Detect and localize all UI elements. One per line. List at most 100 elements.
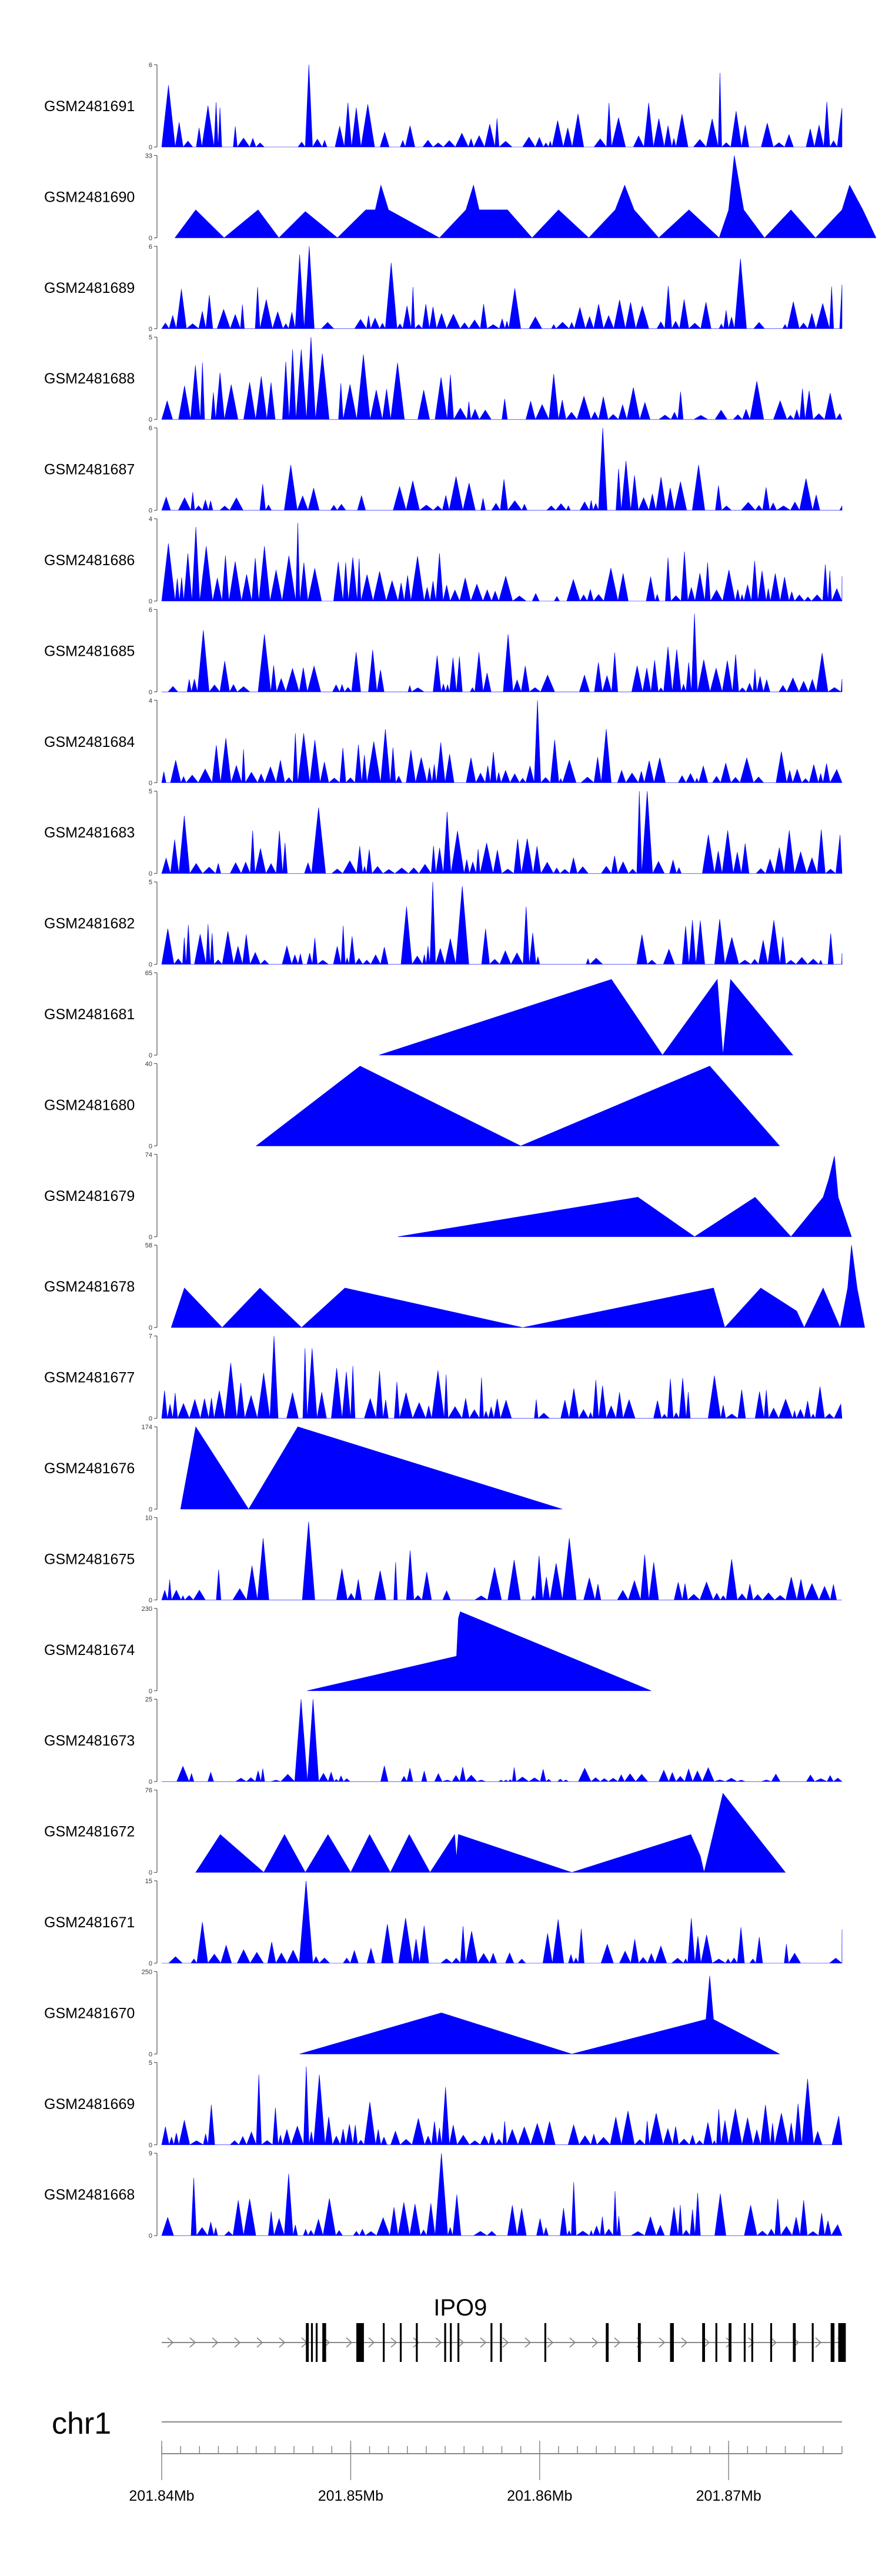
coverage-area	[180, 1426, 563, 1510]
strand-arrow	[547, 2337, 554, 2348]
axis-tick-label: 201.85Mb	[318, 2488, 383, 2504]
y-axis-max-label: 25	[145, 1696, 152, 1703]
gene-label: IPO9	[433, 2295, 487, 2321]
exon-block	[399, 2323, 402, 2362]
coverage-area	[161, 337, 843, 421]
y-axis-min-label: 0	[149, 2233, 152, 2240]
track-GSM2481682: GSM2481682 5 0	[44, 879, 843, 969]
track-GSM2481668: GSM2481668 9 0	[44, 2150, 843, 2240]
track-label: GSM2481669	[44, 2096, 135, 2113]
y-axis-max-label: 10	[145, 1514, 152, 1521]
y-axis-min-label: 0	[149, 598, 152, 605]
track-GSM2481680: GSM2481680 40 0	[44, 1060, 780, 1150]
y-axis-max-label: 33	[145, 152, 152, 159]
strand-arrow	[770, 2337, 777, 2348]
strand-arrow	[279, 2337, 286, 2348]
y-axis-max-label: 4	[149, 698, 152, 705]
coverage-area	[195, 1793, 786, 1873]
coverage-area	[171, 1245, 865, 1329]
coverage-area	[161, 2153, 843, 2237]
y-axis-min-label: 0	[149, 2051, 152, 2058]
y-axis-max-label: 6	[149, 243, 152, 251]
y-axis-max-label: 6	[149, 62, 152, 69]
track-label: GSM2481672	[44, 1824, 135, 1840]
track-GSM2481683: GSM2481683 5 0	[44, 788, 843, 877]
coverage-area	[161, 522, 843, 602]
strand-arrow	[256, 2337, 263, 2348]
exon-block	[637, 2323, 641, 2362]
track-GSM2481681: GSM2481681 65 0	[44, 970, 794, 1059]
y-axis-min-label: 0	[149, 1234, 152, 1241]
strand-arrow	[480, 2337, 487, 2348]
y-axis-max-label: 5	[149, 879, 152, 886]
track-GSM2481670: GSM2481670 250 0	[44, 1968, 780, 2058]
track-label: GSM2481673	[44, 1733, 135, 1749]
coverage-area	[299, 1976, 780, 2054]
track-GSM2481688: GSM2481688 5 0	[44, 334, 843, 423]
strand-arrow	[435, 2337, 442, 2348]
coverage-area	[162, 1880, 843, 1964]
coverage-area	[161, 1521, 842, 1601]
y-axis-max-label: 9	[149, 2150, 152, 2157]
exon-block	[450, 2323, 452, 2362]
y-axis-max-label: 6	[149, 425, 152, 432]
track-label: GSM2481674	[44, 1642, 135, 1659]
exon-block	[729, 2323, 731, 2362]
strand-arrow	[569, 2337, 576, 2348]
exon-block	[702, 2323, 705, 2362]
strand-arrow	[189, 2337, 196, 2348]
track-label: GSM2481683	[44, 825, 135, 841]
track-label: GSM2481680	[44, 1097, 135, 1113]
track-label: GSM2481689	[44, 280, 135, 296]
y-axis-min-label: 0	[149, 235, 152, 242]
track-label: GSM2481677	[44, 1370, 135, 1386]
exon-block	[356, 2323, 364, 2362]
gene-track: IPO9	[162, 2295, 846, 2362]
exon-block	[306, 2323, 309, 2362]
coverage-area	[397, 1156, 852, 1237]
y-axis-max-label: 74	[145, 1152, 152, 1159]
strand-arrow	[234, 2337, 241, 2348]
track-GSM2481689: GSM2481689 6 0	[44, 243, 843, 333]
exon-block	[444, 2323, 446, 2362]
y-axis-min-label: 0	[149, 144, 152, 151]
coverage-area	[161, 2066, 843, 2145]
exon-block	[606, 2323, 609, 2362]
exon-block	[544, 2323, 547, 2362]
y-axis-min-label: 0	[149, 1052, 152, 1059]
y-axis-min-label: 0	[149, 1778, 152, 1786]
track-label: GSM2481686	[44, 552, 135, 569]
coverage-area	[161, 791, 843, 875]
track-label: GSM2481676	[44, 1460, 135, 1477]
y-axis-max-label: 174	[142, 1424, 152, 1431]
axis-tick-label: 201.84Mb	[129, 2488, 194, 2504]
exon-block	[715, 2323, 717, 2362]
y-axis-max-label: 250	[142, 1968, 152, 1976]
strand-arrow	[681, 2337, 688, 2348]
y-axis-max-label: 40	[145, 1060, 152, 1067]
y-axis-min-label: 0	[149, 326, 152, 333]
strand-arrow	[815, 2337, 822, 2348]
strand-arrow	[502, 2337, 509, 2348]
y-axis-min-label: 0	[149, 1688, 152, 1695]
exon-block	[416, 2323, 418, 2362]
track-GSM2481685: GSM2481685 6 0	[44, 606, 843, 696]
track-label: GSM2481682	[44, 916, 135, 932]
track-GSM2481686: GSM2481686 4 0	[44, 516, 843, 605]
strand-arrow	[346, 2337, 353, 2348]
exon-block	[490, 2323, 493, 2362]
exon-block	[770, 2323, 773, 2362]
exon-block	[838, 2323, 846, 2362]
strand-arrow	[368, 2337, 375, 2348]
strand-arrow	[212, 2337, 219, 2348]
chromosome-label: chr1	[52, 2407, 111, 2441]
coverage-area	[379, 979, 794, 1056]
strand-arrow	[614, 2337, 621, 2348]
track-label: GSM2481670	[44, 2005, 135, 2021]
coverage-area	[161, 882, 843, 965]
y-axis-max-label: 7	[149, 1333, 152, 1340]
track-GSM2481690: GSM2481690 33 0	[44, 152, 877, 242]
y-axis-min-label: 0	[149, 508, 152, 515]
genome-axis: chr1 201.84Mb 201.85Mb 201.86Mb 201.87Mb	[52, 2407, 843, 2504]
strand-arrow	[524, 2337, 532, 2348]
